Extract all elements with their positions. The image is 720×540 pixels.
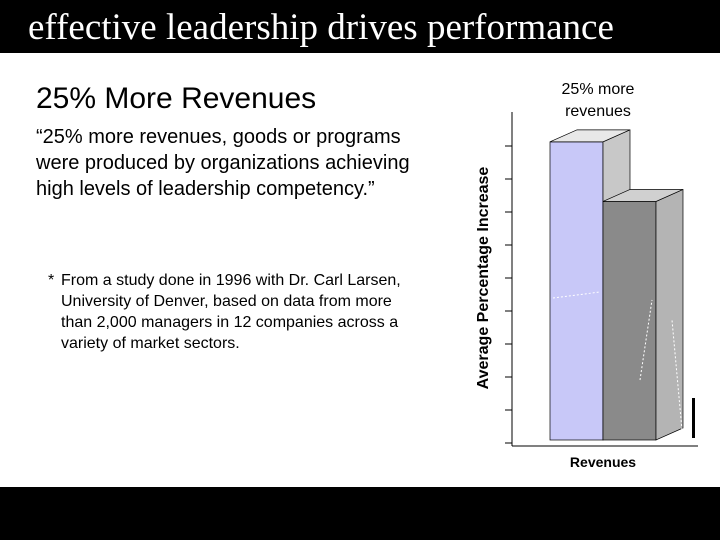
footnote: * From a study done in 1996 with Dr. Car… — [48, 270, 408, 354]
slide-title: effective leadership drives performance — [28, 7, 614, 48]
bar-front-face — [549, 141, 604, 441]
title-bar: effective leadership drives performance — [0, 0, 720, 53]
footnote-marker: * — [48, 272, 55, 289]
section-heading: 25% More Revenues — [36, 82, 317, 115]
y-axis-label: Average Percentage Increase — [475, 167, 492, 390]
bar-front-face — [602, 201, 657, 441]
bar-top-face — [549, 129, 631, 143]
bar-highlight-line — [639, 299, 653, 381]
x-tick-label: Revenues — [570, 454, 636, 470]
chart-marks — [505, 129, 684, 444]
chart-title-line-2: revenues — [565, 103, 631, 120]
chart-title-line-1: 25% more — [562, 81, 635, 98]
footnote-text: From a study done in 1996 with Dr. Carl … — [61, 272, 401, 352]
bar-highlight-line — [671, 319, 683, 431]
quote-text: “25% more revenues, goods or programs we… — [36, 126, 410, 200]
bar-side-face — [655, 188, 684, 441]
bar-top-face — [602, 189, 684, 202]
bottom-bar — [0, 487, 720, 540]
chart-edge-mark — [692, 398, 695, 438]
